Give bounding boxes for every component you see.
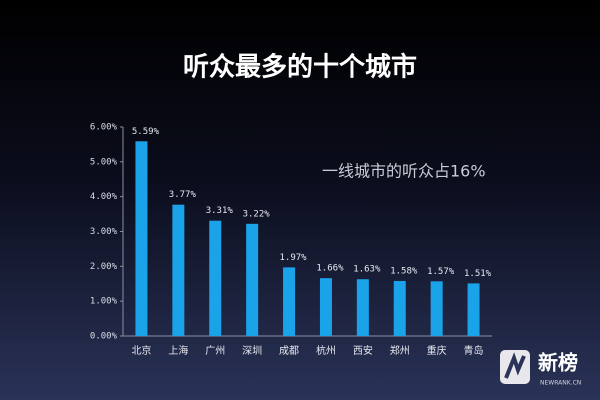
value-label: 1.51% xyxy=(464,269,492,279)
bar xyxy=(430,281,443,336)
x-tick-label: 上海 xyxy=(168,344,188,357)
x-tick-label: 广州 xyxy=(205,345,225,357)
x-tick-label: 成都 xyxy=(279,345,299,357)
value-label: 1.63% xyxy=(353,265,381,275)
bar xyxy=(356,279,369,336)
bar xyxy=(135,141,148,336)
x-tick-label: 深圳 xyxy=(242,345,262,357)
value-label: 1.97% xyxy=(280,253,308,263)
watermark-site: NEWRANK.CN xyxy=(540,380,581,387)
x-tick-label: 杭州 xyxy=(316,344,336,357)
y-tick-label: 0.00% xyxy=(90,332,118,342)
annotation: 一线城市的听众占16% xyxy=(322,162,486,181)
value-label: 1.57% xyxy=(427,267,455,277)
value-label: 5.59% xyxy=(132,127,160,137)
y-tick-label: 5.00% xyxy=(90,157,118,167)
bar xyxy=(283,267,296,336)
chart-title: 听众最多的十个城市 xyxy=(183,52,417,83)
bar xyxy=(393,280,406,336)
watermark-name: 新榜 xyxy=(538,351,578,375)
x-tick-label: 郑州 xyxy=(390,344,410,357)
value-label: 1.58% xyxy=(390,266,418,276)
y-tick-label: 3.00% xyxy=(90,227,118,237)
value-label: 1.66% xyxy=(316,264,344,274)
bar xyxy=(246,223,259,336)
y-tick-label: 1.00% xyxy=(90,297,118,307)
y-tick-label: 2.00% xyxy=(90,262,118,272)
bar xyxy=(209,220,222,336)
bar xyxy=(319,278,332,336)
y-tick-label: 6.00% xyxy=(90,123,118,133)
bar xyxy=(172,204,185,336)
value-label: 3.31% xyxy=(206,206,234,216)
x-tick-label: 重庆 xyxy=(427,344,447,357)
y-tick-label: 4.00% xyxy=(90,192,118,202)
x-tick-label: 北京 xyxy=(131,344,151,357)
watermark-logo xyxy=(500,350,530,384)
value-label: 3.22% xyxy=(243,209,271,219)
bar xyxy=(467,283,480,336)
x-tick-label: 青岛 xyxy=(464,344,484,357)
x-tick-label: 西安 xyxy=(353,344,373,357)
value-label: 3.77% xyxy=(169,190,197,200)
logo-mark xyxy=(504,352,526,379)
